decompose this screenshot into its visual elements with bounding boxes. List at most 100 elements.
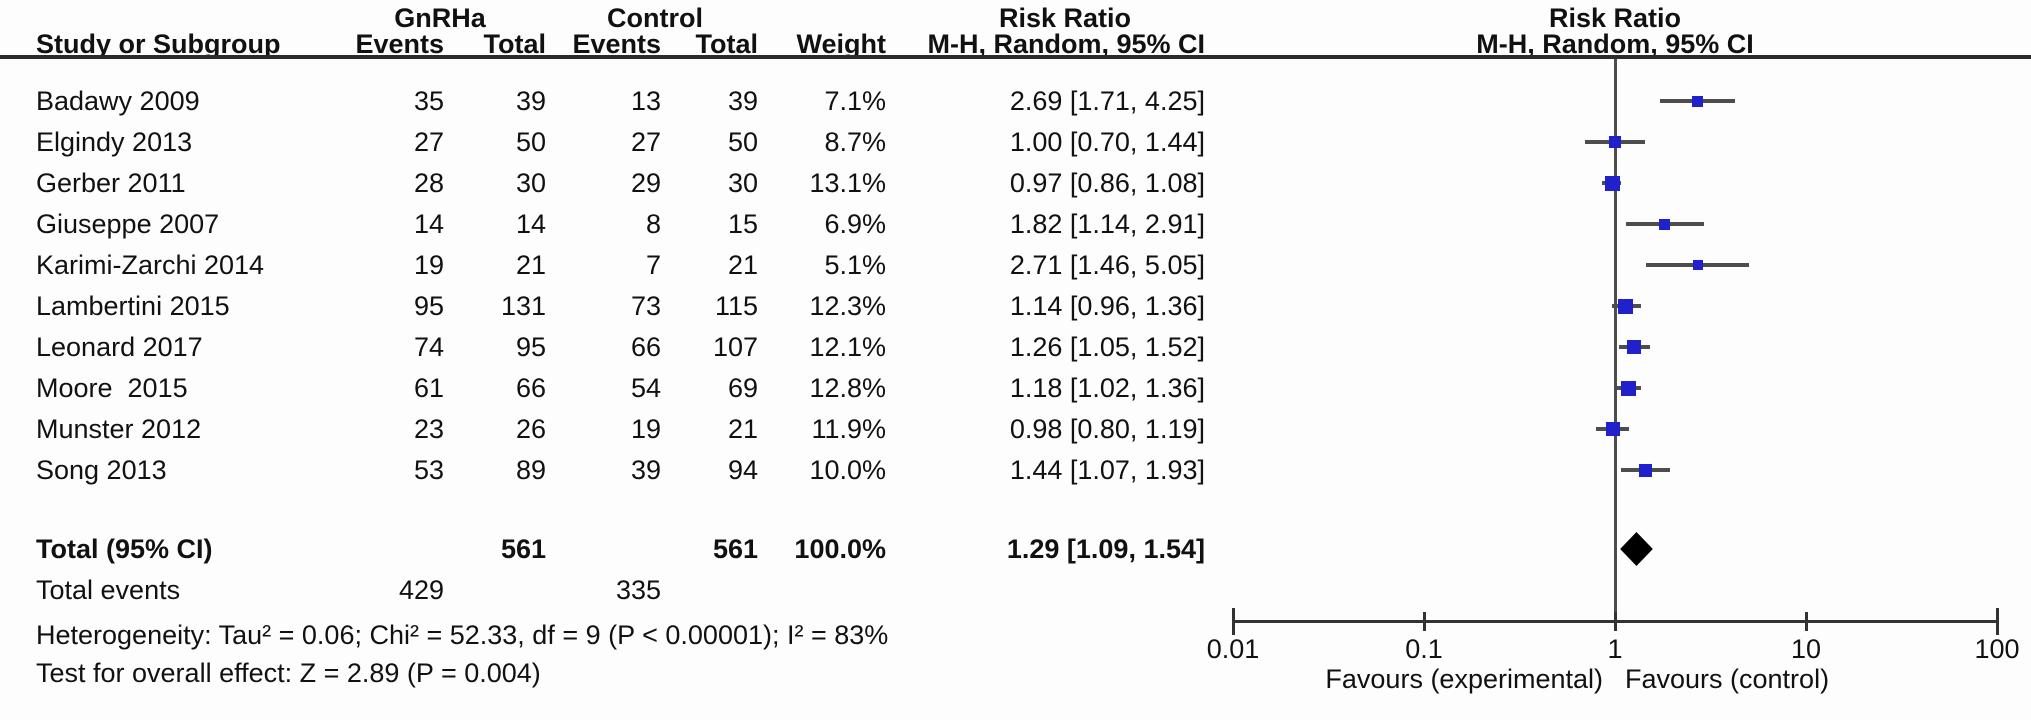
total2-value: 15	[727, 209, 758, 239]
total1-value: 131	[500, 291, 546, 321]
study-name: Gerber 2011	[36, 168, 186, 198]
x-axis-tick	[1232, 608, 1235, 635]
events2-value: 73	[630, 291, 661, 321]
favours-control-label: Favours (control)	[1625, 664, 1830, 694]
column-header-events1: Events	[355, 29, 444, 59]
weight-value: 5.1%	[824, 250, 886, 280]
events1-value: 27	[413, 127, 444, 157]
pooled-effect-diamond	[1620, 532, 1653, 566]
events1-value: 95	[413, 291, 444, 321]
events2-value: 8	[645, 209, 661, 239]
events1-value: 53	[413, 455, 444, 485]
x-axis-tick	[1805, 612, 1808, 631]
weight-value: 12.1%	[809, 332, 886, 362]
weight-value: 12.3%	[809, 291, 886, 321]
header-rule	[0, 55, 2031, 59]
total2-value: 115	[714, 291, 758, 321]
total2-value: 21	[727, 414, 758, 444]
total2-value: 107	[712, 332, 758, 362]
total2-value: 50	[727, 127, 758, 157]
overall-effect-note: Test for overall effect: Z = 2.89 (P = 0…	[36, 658, 541, 688]
total-label: Total (95% CI)	[36, 534, 213, 564]
x-axis-tick	[1614, 612, 1617, 631]
column-header-mh-ci: M-H, Random, 95% CI	[927, 29, 1205, 59]
total1-value: 39	[515, 86, 546, 116]
study-name: Munster 2012	[36, 414, 202, 444]
total-events-group2: 335	[615, 575, 661, 605]
column-header-study: Study or Subgroup	[36, 29, 281, 59]
total1-value: 14	[515, 209, 546, 239]
study-name: Song 2013	[36, 455, 167, 485]
risk-ratio-ci-value: 1.44 [1.07, 1.93]	[1009, 455, 1205, 485]
weight-value: 11.9%	[811, 414, 886, 444]
weight-value: 8.7%	[824, 127, 886, 157]
total1-value: 21	[515, 250, 546, 280]
weight-value: 12.8%	[809, 373, 886, 403]
column-header-events2: Events	[572, 29, 661, 59]
study-name: Moore 2015	[36, 373, 188, 403]
x-axis-tick	[1423, 612, 1426, 631]
events2-value: 54	[630, 373, 661, 403]
total2-value: 94	[727, 455, 758, 485]
total-events-label: Total events	[36, 575, 181, 605]
total2-value: 30	[727, 168, 758, 198]
x-axis-tick-label: 10	[1790, 634, 1822, 664]
column-header-weight: Weight	[796, 29, 887, 59]
events1-value: 23	[413, 414, 444, 444]
risk-ratio-ci-value: 2.71 [1.46, 5.05]	[1009, 250, 1205, 280]
events1-value: 14	[413, 209, 444, 239]
weight-value: 7.1%	[824, 86, 886, 116]
risk-ratio-ci-value: 1.82 [1.14, 2.91]	[1009, 209, 1205, 239]
risk-ratio-ci-value: 0.97 [0.86, 1.08]	[1009, 168, 1205, 198]
x-axis-tick	[1996, 608, 1999, 635]
x-axis-tick-label: 0.01	[1206, 634, 1260, 664]
events1-value: 35	[413, 86, 444, 116]
events2-value: 13	[630, 86, 661, 116]
events1-value: 28	[413, 168, 444, 198]
total1-value: 66	[515, 373, 546, 403]
effect-square	[1606, 422, 1621, 436]
risk-ratio-ci-value: 0.98 [0.80, 1.19]	[1009, 414, 1205, 444]
effect-square	[1638, 463, 1652, 477]
total1-value: 89	[515, 455, 546, 485]
effect-square	[1691, 95, 1703, 107]
favours-experimental-label: Favours (experimental)	[1325, 664, 1603, 694]
effect-square	[1604, 175, 1620, 191]
total2-value: 69	[727, 373, 758, 403]
study-name: Karimi-Zarchi 2014	[36, 250, 265, 280]
x-axis-tick-label: 100	[1974, 634, 2020, 664]
total1-value: 26	[515, 414, 546, 444]
weight-value: 6.9%	[824, 209, 886, 239]
effect-square	[1627, 340, 1642, 354]
column-group-gnrha: GnRHa	[394, 3, 486, 33]
total-total2: 561	[712, 534, 758, 564]
heterogeneity-note: Heterogeneity: Tau² = 0.06; Chi² = 52.33…	[36, 620, 889, 650]
column-group-control: Control	[607, 3, 703, 33]
risk-ratio-ci-value: 1.14 [0.96, 1.36]	[1009, 291, 1205, 321]
total2-value: 21	[727, 250, 758, 280]
events2-value: 66	[630, 332, 661, 362]
risk-ratio-ci-value: 1.18 [1.02, 1.36]	[1009, 373, 1205, 403]
total2-value: 39	[727, 86, 758, 116]
column-header-total2: Total	[695, 29, 759, 59]
effect-square	[1692, 260, 1703, 270]
effect-square	[1621, 380, 1637, 396]
effect-square	[1618, 298, 1634, 314]
null-effect-line	[1614, 59, 1617, 623]
column-header-total1: Total	[483, 29, 547, 59]
events1-value: 61	[413, 373, 444, 403]
study-name: Giuseppe 2007	[36, 209, 220, 239]
total1-value: 30	[515, 168, 546, 198]
total1-value: 50	[515, 127, 546, 157]
plot-header-mh-ci: M-H, Random, 95% CI	[1476, 29, 1754, 59]
events1-value: 19	[413, 250, 444, 280]
total-total1: 561	[500, 534, 546, 564]
study-name: Leonard 2017	[36, 332, 203, 362]
weight-value: 13.1%	[809, 168, 886, 198]
risk-ratio-ci-value: 1.26 [1.05, 1.52]	[1009, 332, 1205, 362]
column-group-risk-ratio: Risk Ratio	[998, 3, 1132, 33]
risk-ratio-ci-value: 2.69 [1.71, 4.25]	[1009, 86, 1205, 116]
events2-value: 39	[630, 455, 661, 485]
effect-square	[1659, 218, 1671, 230]
